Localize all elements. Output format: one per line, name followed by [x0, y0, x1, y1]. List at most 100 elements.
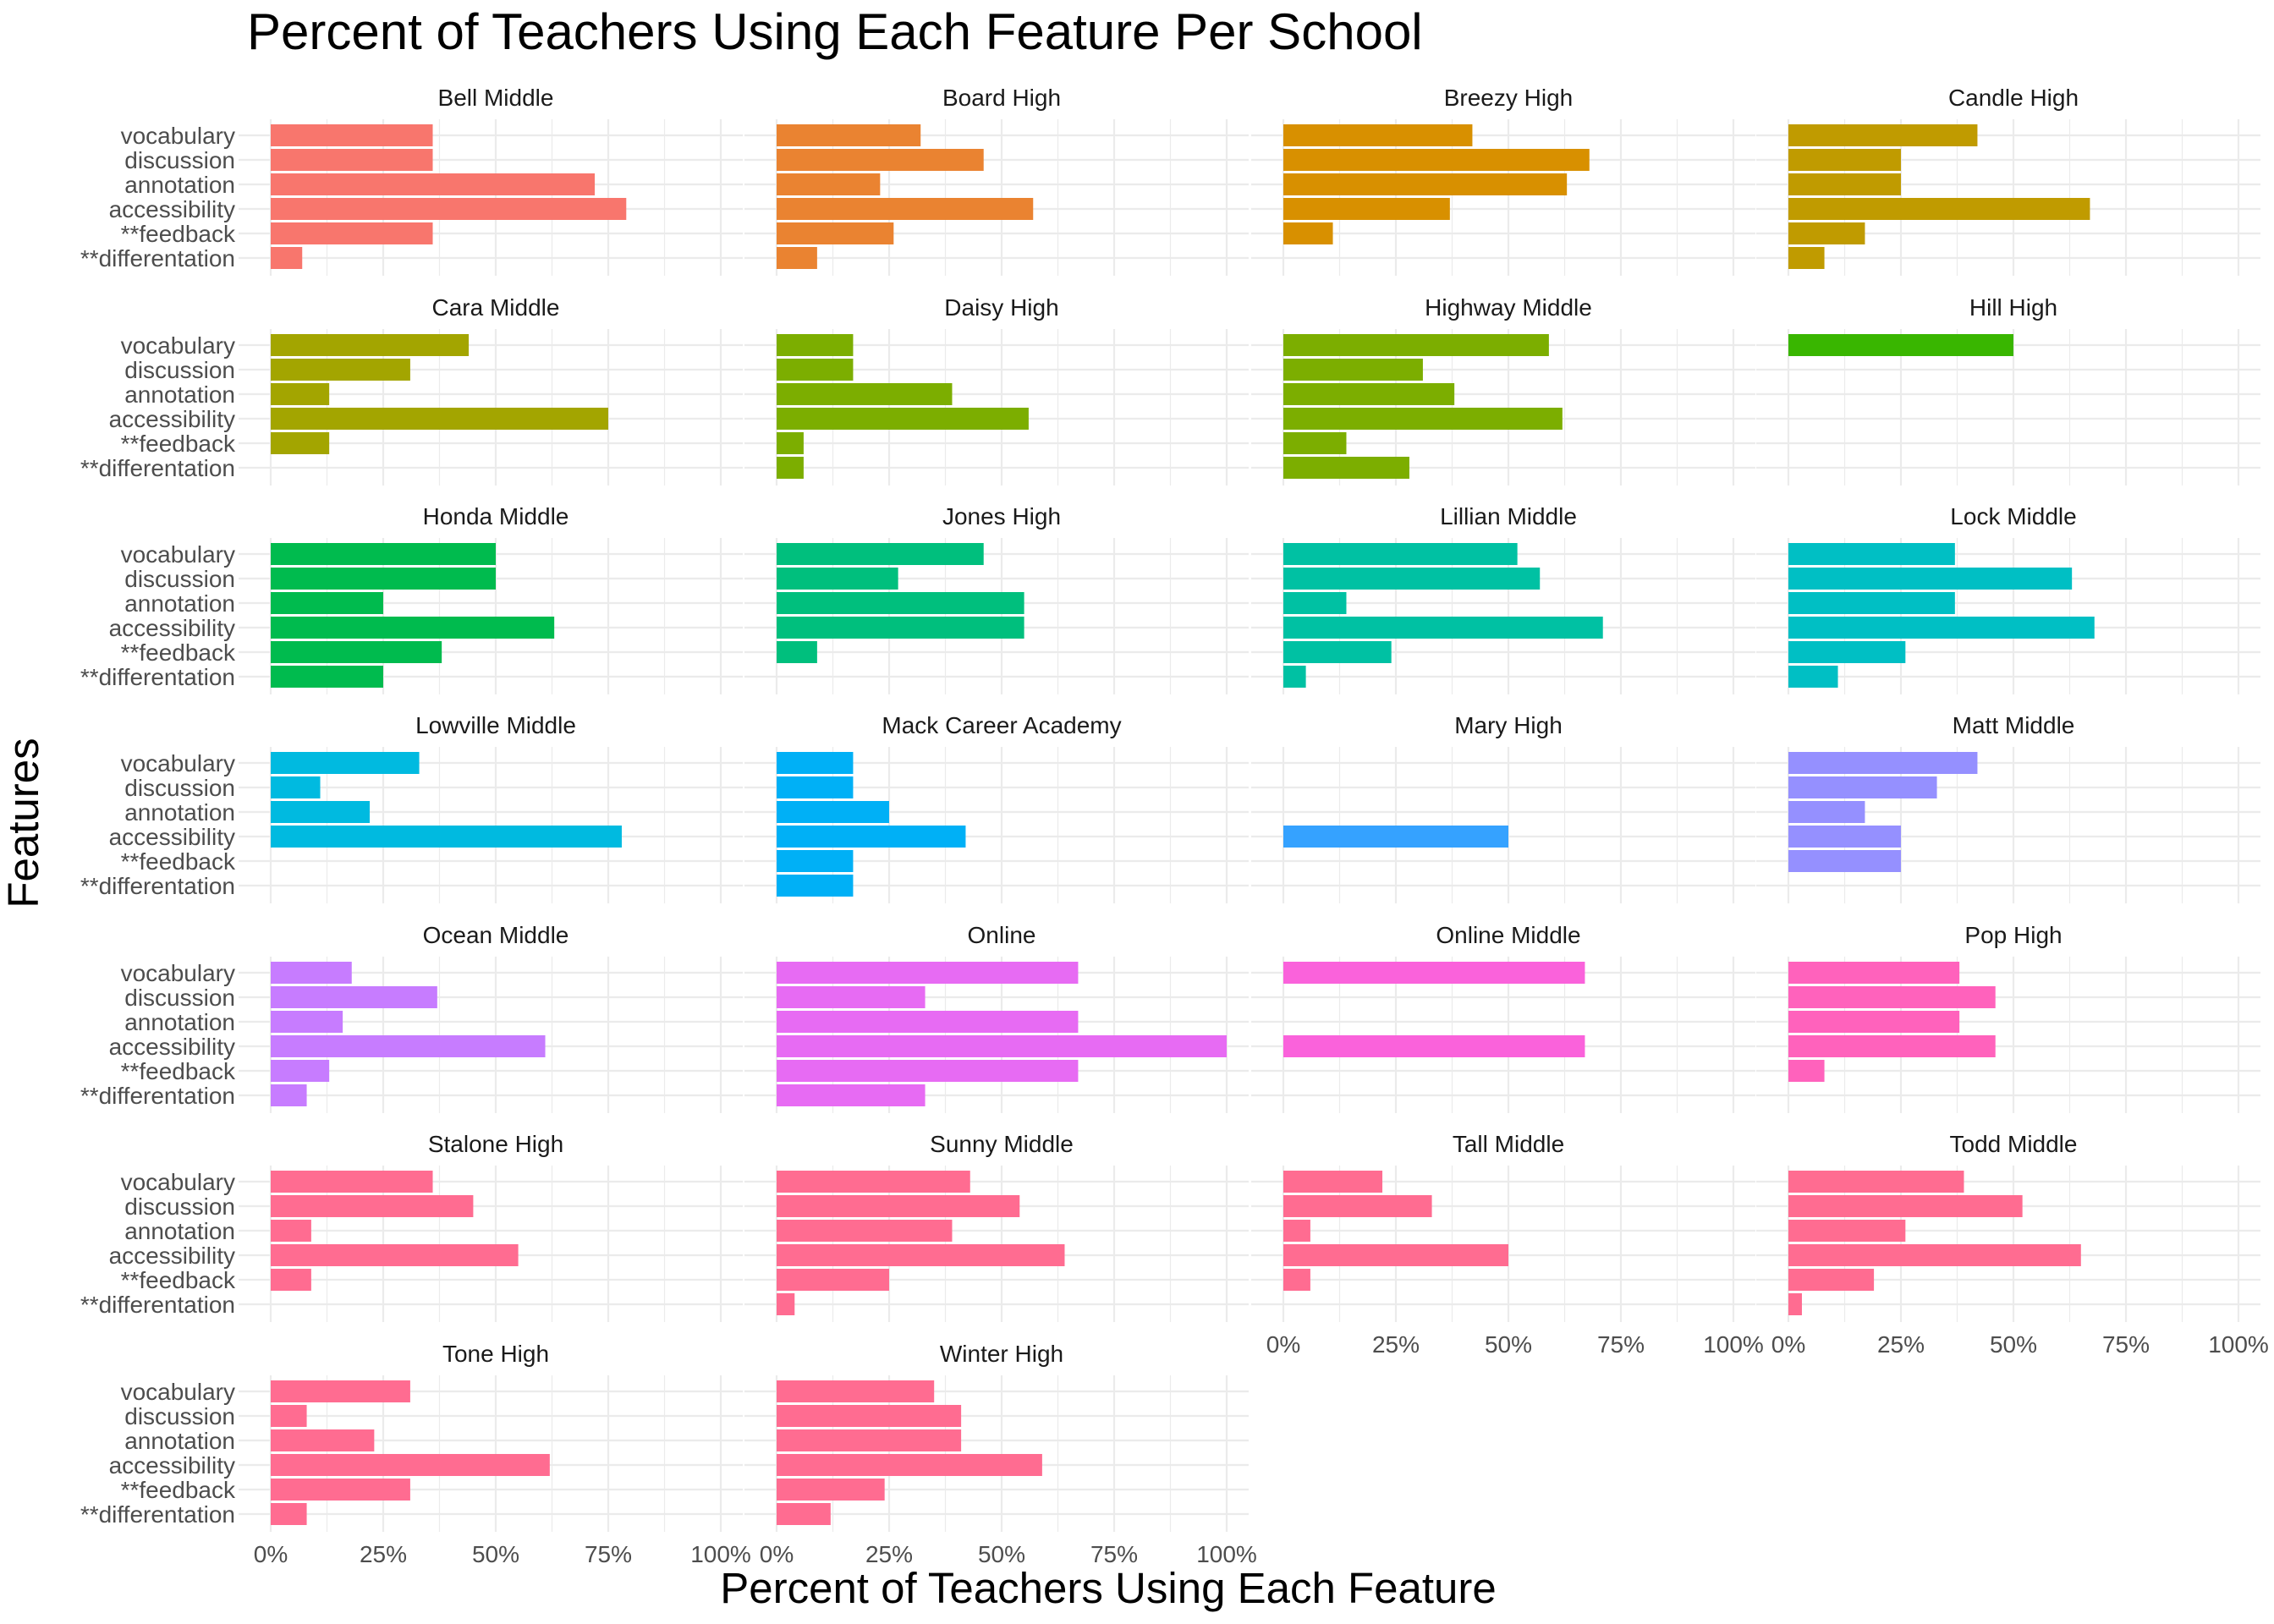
- x-tick-label: 100%: [690, 1541, 751, 1567]
- bar: [271, 776, 321, 798]
- bar: [1283, 1244, 1508, 1266]
- bar: [777, 1171, 970, 1193]
- x-tick-label: 50%: [1485, 1331, 1532, 1358]
- bar: [777, 962, 1079, 984]
- y-tick-label: **feedback: [121, 221, 236, 247]
- x-tick-label: 50%: [978, 1541, 1025, 1567]
- bar: [1283, 1035, 1585, 1057]
- bar: [777, 752, 854, 774]
- chart-title: Percent of Teachers Using Each Feature P…: [247, 3, 1423, 60]
- facet-strip-label: Lock Middle: [1950, 503, 2076, 529]
- y-tick-label: **differentation: [80, 873, 235, 899]
- bar: [777, 1429, 962, 1451]
- bar: [1283, 543, 1518, 565]
- bar: [1283, 641, 1392, 663]
- x-tick-label: 0%: [254, 1541, 288, 1567]
- bar: [777, 1293, 795, 1315]
- facet-strip-label: Matt Middle: [1953, 712, 2075, 738]
- x-tick-label: 75%: [1597, 1331, 1645, 1358]
- y-tick-label: vocabulary: [121, 541, 235, 568]
- x-tick-label: 75%: [1090, 1541, 1138, 1567]
- y-tick-label: **feedback: [121, 1267, 236, 1293]
- y-tick-label: **feedback: [121, 1058, 236, 1084]
- bar: [271, 1380, 410, 1402]
- bar: [271, 1060, 330, 1082]
- y-tick-label: discussion: [124, 985, 235, 1011]
- bar: [777, 801, 889, 823]
- bar: [271, 666, 383, 688]
- bar: [271, 247, 303, 269]
- bar: [271, 198, 627, 220]
- bar: [1283, 334, 1549, 356]
- facet-strip-label: Highway Middle: [1425, 294, 1592, 321]
- y-tick-label: **feedback: [121, 1477, 236, 1503]
- bar: [271, 801, 371, 823]
- x-tick-label: 75%: [2102, 1331, 2150, 1358]
- bar: [271, 432, 330, 454]
- facet-daisy-high: Daisy High: [744, 294, 1249, 486]
- bar: [777, 826, 966, 848]
- facet-strip-label: Candle High: [1948, 85, 2079, 111]
- facet-strip-label: Sunny Middle: [930, 1131, 1074, 1157]
- y-tick-label: accessibility: [109, 406, 235, 432]
- bar: [1788, 592, 1955, 614]
- bar: [271, 752, 420, 774]
- facet-ocean-middle: Ocean Middle vocabularydiscussionannotati…: [80, 922, 743, 1113]
- x-tick-label: 0%: [760, 1541, 794, 1567]
- x-tick-label: 50%: [1990, 1331, 2037, 1358]
- facet-todd-middle: Todd Middle 0% 25% 50% 75% 100%: [1756, 1131, 2269, 1358]
- y-tick-label: discussion: [124, 1403, 235, 1429]
- facet-strip-label: Honda Middle: [423, 503, 569, 529]
- bar: [777, 1479, 885, 1501]
- bar: [777, 222, 894, 244]
- bar: [271, 962, 352, 984]
- bar: [777, 124, 921, 146]
- bar: [777, 543, 984, 565]
- y-tick-label: accessibility: [109, 615, 235, 641]
- bar: [1788, 1195, 2023, 1217]
- facet-strip-label: Tone High: [442, 1341, 549, 1367]
- facet-strip-label: Bell Middle: [438, 85, 554, 111]
- facet-strip-label: Hill High: [1969, 294, 2057, 321]
- facet-jones-high: Jones High: [744, 503, 1249, 694]
- bar: [1788, 1060, 1825, 1082]
- bar: [1788, 1171, 1964, 1193]
- bar: [271, 1220, 311, 1242]
- bar: [1788, 334, 2013, 356]
- bar: [1283, 124, 1473, 146]
- x-tick-label: 100%: [1703, 1331, 1764, 1358]
- x-tick-label: 100%: [2208, 1331, 2269, 1358]
- y-tick-label: accessibility: [109, 1034, 235, 1060]
- bar: [1788, 1011, 1960, 1033]
- bar: [1283, 198, 1450, 220]
- facet-honda-middle: Honda Middle vocabularydiscussionannotati…: [80, 503, 743, 694]
- bar: [1788, 149, 1901, 171]
- y-tick-label: annotation: [124, 590, 235, 617]
- x-tick-label: 25%: [865, 1541, 913, 1567]
- bar: [271, 383, 330, 405]
- bar: [777, 641, 817, 663]
- facet-strip-label: Ocean Middle: [423, 922, 569, 948]
- bar: [271, 124, 433, 146]
- bar: [777, 850, 854, 872]
- y-tick-label: vocabulary: [121, 750, 235, 776]
- y-tick-label: discussion: [124, 357, 235, 383]
- bar: [1788, 617, 2095, 639]
- facet-matt-middle: Matt Middle: [1756, 712, 2260, 903]
- facet-winter-high: Winter High 0% 25% 50% 75% 100%: [744, 1341, 1257, 1567]
- bar: [271, 173, 596, 195]
- bar: [1283, 962, 1585, 984]
- bar: [1788, 124, 1978, 146]
- bar: [271, 826, 622, 848]
- bar: [777, 198, 1034, 220]
- bar: [1788, 1220, 1906, 1242]
- y-tick-label: **feedback: [121, 431, 236, 457]
- bar: [271, 1171, 433, 1193]
- bar: [777, 432, 804, 454]
- facet-strip-label: Stalone High: [428, 1131, 563, 1157]
- y-tick-label: discussion: [124, 775, 235, 801]
- bar: [777, 457, 804, 479]
- bar: [777, 986, 926, 1008]
- facet-strip-label: Pop High: [1964, 922, 2062, 948]
- bar: [1283, 826, 1508, 848]
